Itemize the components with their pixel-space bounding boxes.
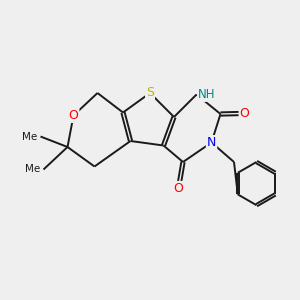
Text: Me: Me — [22, 131, 37, 142]
Text: Me: Me — [25, 164, 40, 175]
Text: S: S — [146, 86, 154, 100]
Text: O: O — [240, 107, 249, 120]
Text: NH: NH — [198, 88, 215, 101]
Text: O: O — [69, 109, 78, 122]
Text: N: N — [207, 136, 216, 149]
Text: O: O — [174, 182, 183, 195]
